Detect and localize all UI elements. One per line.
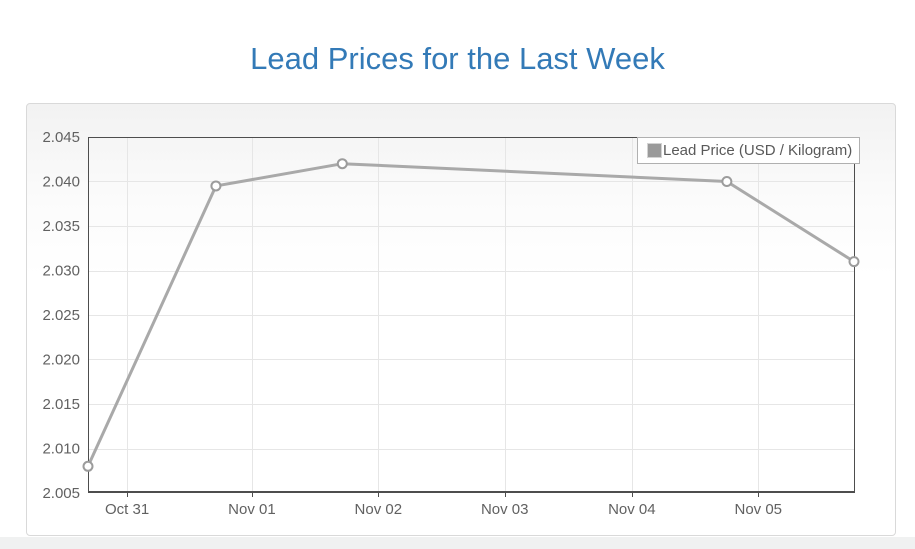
- chart-card: 2.005 2.010 2.015 2.020 2.025 2.030 2.035 2.040…: [26, 103, 896, 536]
- y-axis-label: 2.020: [42, 352, 80, 369]
- y-axis-label: 2.040: [42, 174, 80, 191]
- data-point-marker[interactable]: [721, 176, 733, 187]
- legend-label: Lead Price (USD / Kilogram): [663, 142, 853, 159]
- lead-price-chart: 2.005 2.010 2.015 2.020 2.025 2.030 2.035 2.040…: [42, 129, 860, 518]
- y-axis-label: 2.005: [42, 485, 80, 502]
- data-point-marker[interactable]: [82, 460, 94, 472]
- x-axis-label: Nov 04: [608, 501, 656, 518]
- legend-swatch-icon: [647, 143, 662, 158]
- data-point-marker[interactable]: [336, 158, 348, 170]
- page-title: Lead Prices for the Last Week: [250, 41, 665, 76]
- x-axis-label: Nov 05: [734, 501, 782, 518]
- data-point-marker[interactable]: [848, 256, 860, 268]
- x-axis-label: Nov 03: [481, 501, 529, 518]
- data-point-marker[interactable]: [210, 180, 222, 192]
- y-axis-label: 2.010: [42, 441, 80, 458]
- y-axis-label: 2.045: [42, 129, 80, 146]
- y-axis-label: 2.030: [42, 263, 80, 280]
- y-axis-label: 2.035: [42, 218, 80, 235]
- chart-legend[interactable]: Lead Price (USD / Kilogram): [637, 137, 861, 164]
- y-axis-label: 2.015: [42, 396, 80, 413]
- x-axis-label: Nov 01: [228, 501, 276, 518]
- y-axis-label: 2.025: [42, 307, 80, 324]
- page-section-divider: [0, 537, 915, 549]
- x-axis-label: Oct 31: [105, 501, 149, 518]
- x-axis-label: Nov 02: [355, 501, 403, 518]
